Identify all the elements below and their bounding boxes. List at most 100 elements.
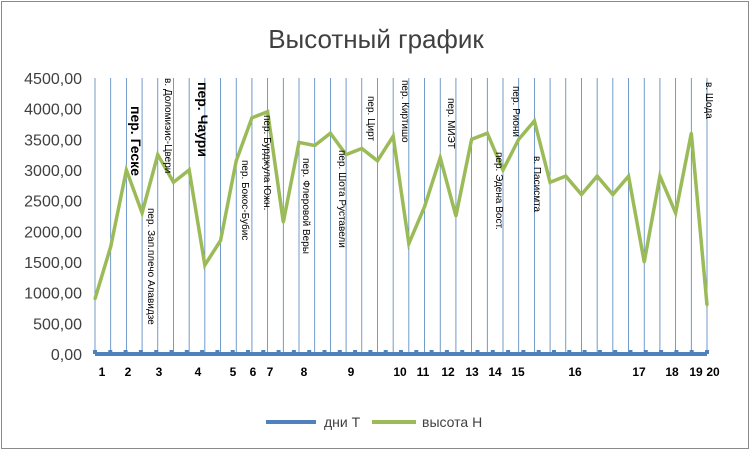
series-days-point: [337, 350, 342, 354]
pass-label: пер. Цирт: [365, 96, 376, 141]
x-day-label: 13: [465, 365, 479, 379]
series-altitude-point: [187, 168, 191, 172]
x-day-label: 5: [230, 365, 237, 379]
y-axis: 0,00 500,00 1000,00 1500,00 2000,00 2500,00 30…: [24, 71, 82, 364]
series-altitude-point: [548, 180, 552, 184]
pass-label: пер. Бокос-Бубис: [239, 160, 251, 240]
x-day-label: 15: [511, 365, 525, 379]
y-tick-label: 3500,00: [24, 132, 82, 149]
series-altitude-line: [93, 109, 709, 306]
x-day-label: 4: [195, 365, 202, 379]
series-altitude-point: [250, 116, 254, 120]
series-altitude-point: [579, 193, 583, 197]
series-altitude-point: [674, 211, 678, 215]
pass-label: в. Шода: [703, 82, 714, 119]
chart-frame: Высотный график 0,00 500,00 1000,00 1500,00…: [1, 1, 749, 449]
series-altitude-point: [203, 263, 207, 267]
series-altitude-point: [375, 159, 379, 163]
series-days-point: [475, 350, 480, 354]
series-days-point: [138, 350, 143, 354]
pass-label: пер. Чаури: [195, 82, 211, 157]
series-days-point: [460, 350, 465, 354]
series-days-point: [261, 350, 266, 354]
series-days-point: [689, 350, 694, 354]
series-altitude-point: [564, 174, 568, 178]
series-days-point: [399, 350, 403, 354]
pass-annotations: пер. Геске пер. Зап.плечо Алавидзе в. Доло…: [128, 78, 714, 325]
series-days-point: [597, 350, 602, 354]
series-days-point: [230, 350, 235, 354]
series-altitude-point: [266, 110, 270, 114]
pass-label: пер. Риони: [510, 86, 521, 137]
x-day-label: 8: [301, 365, 308, 379]
series-days-point: [490, 350, 495, 354]
x-axis: 1 2 3 4 5 6 7 8 9 10 11 12 13 14 15 16 17 18 19 20: [99, 365, 720, 379]
series-days-point: [291, 350, 296, 354]
series-altitude-point: [156, 153, 160, 157]
series-altitude-point: [109, 245, 113, 249]
series-altitude-point: [93, 297, 97, 301]
series-altitude-point: [313, 143, 317, 147]
series-days-point: [552, 350, 556, 354]
series-days-point: [705, 350, 709, 354]
x-day-label: 1: [99, 365, 106, 379]
x-day-label: 14: [488, 365, 502, 379]
legend: дни Т высота Н: [266, 414, 482, 430]
series-days-point: [215, 350, 220, 354]
pass-label: пер. Флеровой Веры: [300, 158, 311, 254]
series-altitude-point: [281, 220, 285, 224]
series-altitude-point: [360, 147, 364, 151]
x-day-label: 18: [665, 365, 679, 379]
series-altitude-point: [532, 119, 536, 123]
series-altitude-point: [297, 140, 301, 144]
series-altitude-point: [407, 242, 411, 246]
series-altitude-point: [234, 159, 238, 163]
series-altitude-point: [485, 131, 489, 135]
series-days-point: [169, 350, 174, 354]
x-day-label: 16: [568, 365, 582, 379]
series-days-point: [123, 350, 128, 354]
pass-label: пер. Зап.плечо Алавидзе: [145, 208, 156, 325]
series-altitude-point: [470, 137, 474, 141]
series-days-point: [383, 350, 388, 354]
series-altitude-point: [627, 174, 631, 178]
series-altitude-point: [642, 260, 646, 264]
series-altitude-point: [219, 239, 223, 243]
series-days-point: [307, 350, 312, 354]
legend-label-days: дни Т: [324, 414, 361, 430]
x-day-label: 20: [706, 365, 720, 379]
series-days-point: [108, 350, 113, 354]
pass-label: пер. Геске: [128, 106, 144, 176]
series-altitude-point: [595, 174, 599, 178]
series-altitude-point: [423, 205, 427, 209]
series-days-point: [184, 350, 189, 354]
x-day-label: 7: [267, 365, 274, 379]
series-altitude-point: [171, 180, 175, 184]
chart-title: Высотный график: [268, 24, 484, 54]
series-days-point: [659, 350, 664, 354]
y-tick-label: 0,00: [51, 347, 82, 364]
series-days-point: [444, 350, 449, 354]
series-altitude-point: [454, 214, 458, 218]
series-altitude-point: [124, 168, 128, 172]
x-day-label: 11: [417, 365, 430, 379]
series-days: [93, 350, 709, 356]
series-days-point: [414, 350, 419, 354]
series-days-point: [567, 350, 572, 354]
series-altitude-point: [611, 193, 615, 197]
series-altitude-point: [328, 131, 332, 135]
series-altitude-point: [140, 211, 144, 215]
x-day-label: 12: [441, 365, 455, 379]
pass-label: пер. Шота Руставели: [336, 150, 347, 248]
series-days-point: [246, 350, 250, 354]
x-day-label: 3: [156, 365, 163, 379]
pass-label: пер. Бурджула Южн.: [261, 115, 272, 210]
series-altitude-point: [658, 174, 662, 178]
pass-label: в. Доломиэис-Цвери: [162, 78, 173, 173]
pass-label: пер. МИЭТ: [445, 98, 456, 149]
y-tick-label: 2000,00: [24, 224, 82, 241]
series-days-point: [521, 350, 526, 354]
series-days-point: [674, 350, 679, 354]
series-altitude-point: [391, 134, 395, 138]
y-tick-label: 3000,00: [24, 163, 82, 180]
